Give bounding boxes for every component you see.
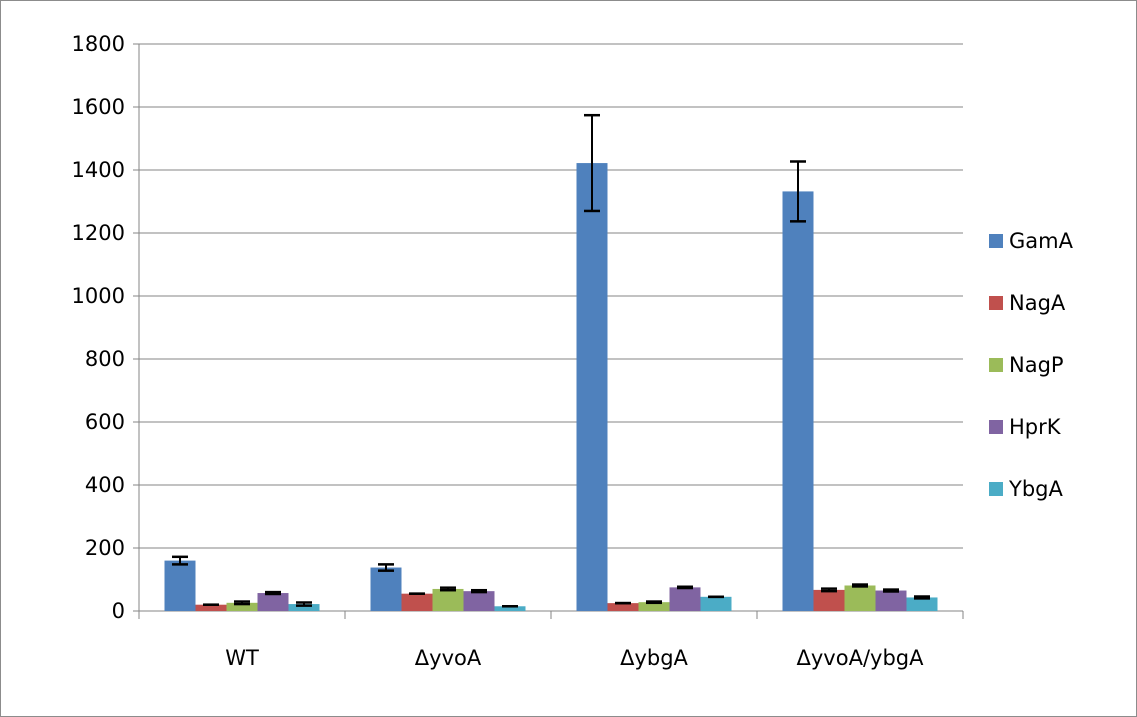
- bar-nagp: [432, 588, 464, 611]
- bar-gama: [782, 191, 814, 612]
- bar-hprk: [875, 590, 907, 611]
- bar-nagp: [226, 602, 258, 611]
- legend-label: GamA: [1009, 229, 1074, 253]
- y-tick-label: 800: [85, 347, 125, 371]
- gridlines: [139, 43, 963, 549]
- y-tick-label: 1200: [72, 221, 125, 245]
- legend-swatch-gama: [989, 234, 1003, 248]
- y-tick-label: 200: [85, 536, 125, 560]
- axis-labels: 0 200 400 600 800 1000 1200 1400 1600 1800 WT ΔyvoA…: [72, 32, 925, 670]
- legend-label: NagA: [1009, 291, 1066, 315]
- legend-label: HprK: [1009, 415, 1062, 439]
- bar-gama: [576, 163, 608, 611]
- bar-hprk: [257, 593, 289, 611]
- legend: GamA NagA NagP HprK YbgA: [989, 229, 1074, 501]
- legend-label: NagP: [1009, 353, 1064, 377]
- bar-naga: [401, 593, 433, 611]
- bar-nagp: [844, 585, 876, 611]
- bar-naga: [607, 603, 639, 611]
- x-category-label: ΔybgA: [620, 646, 688, 670]
- y-tick-label: 1000: [72, 284, 125, 308]
- y-tick-label: 600: [85, 410, 125, 434]
- y-tick-label: 1800: [72, 32, 125, 56]
- bar-naga: [813, 589, 845, 611]
- legend-swatch-ybga: [989, 482, 1003, 496]
- y-tick-label: 400: [85, 473, 125, 497]
- y-tick-label: 0: [112, 599, 125, 623]
- x-category-label: ΔyvoA/ybgA: [797, 646, 925, 670]
- bar-hprk: [669, 587, 701, 611]
- bar-hprk: [463, 591, 495, 611]
- bar-naga: [195, 604, 227, 611]
- bar-gama: [164, 560, 196, 611]
- legend-swatch-hprk: [989, 420, 1003, 434]
- bar-ybga: [700, 596, 732, 611]
- error-bars: [172, 113, 930, 608]
- y-tick-label: 1400: [72, 158, 125, 182]
- legend-label: YbgA: [1008, 477, 1063, 501]
- axes: [133, 43, 964, 619]
- bar-nagp: [638, 602, 670, 611]
- bar-ybga: [494, 606, 526, 611]
- legend-swatch-nagp: [989, 358, 1003, 372]
- bar-gama: [370, 567, 402, 611]
- legend-swatch-naga: [989, 296, 1003, 310]
- bars: [164, 163, 938, 612]
- x-category-label: ΔyvoA: [415, 646, 482, 670]
- y-tick-label: 1600: [72, 95, 125, 119]
- bar-ybga: [288, 604, 320, 611]
- bar-ybga: [906, 597, 938, 611]
- x-category-label: WT: [225, 646, 259, 670]
